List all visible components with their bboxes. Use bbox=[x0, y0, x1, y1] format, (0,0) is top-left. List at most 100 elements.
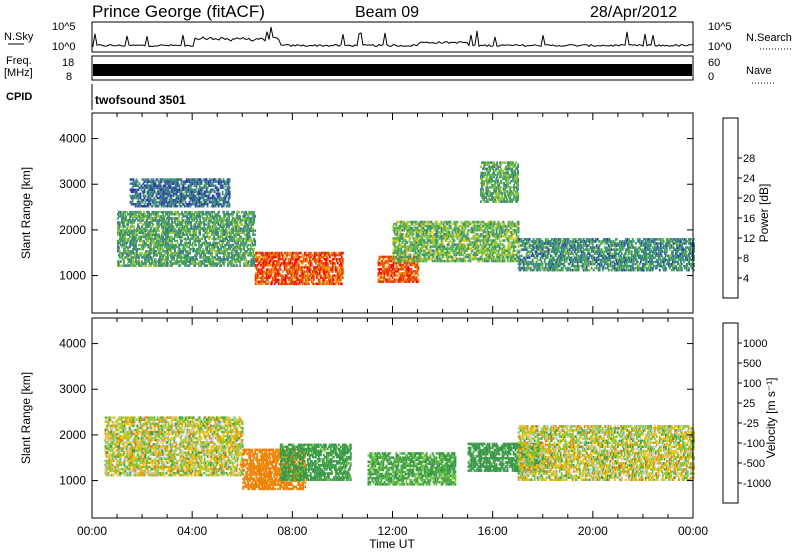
heat-cell-0-0 bbox=[124, 217, 126, 220]
heat-cell-0-0 bbox=[156, 235, 158, 239]
heat-cell-0-0 bbox=[154, 215, 156, 218]
heat-cell-0-0 bbox=[123, 210, 125, 214]
heat-cell-0-1 bbox=[218, 192, 221, 196]
heat-cell-0-0 bbox=[141, 262, 143, 265]
heat-cell-0-0 bbox=[253, 247, 256, 251]
heat-cell-0-0 bbox=[138, 213, 140, 216]
heat-cell-0-0 bbox=[147, 215, 149, 218]
heat-cell-0-0 bbox=[149, 213, 151, 216]
heat-cell-0-0 bbox=[202, 210, 204, 214]
heat-cell-0-0 bbox=[175, 229, 177, 232]
heat-cell-0-0 bbox=[240, 247, 242, 251]
heat-cell-0-0 bbox=[245, 258, 248, 261]
heat-cell-0-0 bbox=[138, 237, 140, 241]
heat-cell-0-0 bbox=[126, 219, 128, 222]
heat-cell-0-0 bbox=[152, 223, 154, 226]
heat-cell-0-2 bbox=[341, 276, 344, 279]
heat-cell-0-0 bbox=[146, 227, 148, 230]
heat-cell-0-0 bbox=[134, 233, 136, 236]
heat-cell-0-2 bbox=[258, 280, 261, 284]
heat-cell-0-1 bbox=[221, 190, 224, 194]
heat-cell-0-1 bbox=[213, 190, 216, 194]
heat-cell-0-3 bbox=[379, 255, 382, 259]
heat-cell-0-0 bbox=[163, 210, 165, 214]
heat-cell-0-0 bbox=[139, 235, 141, 239]
heat-cell-0-0 bbox=[157, 260, 159, 263]
heat-cell-0-0 bbox=[117, 243, 119, 247]
heat-cell-0-0 bbox=[204, 252, 206, 255]
heat-cell-0-0 bbox=[236, 264, 238, 267]
heat-cell-0-0 bbox=[130, 233, 132, 236]
heat-cell-0-0 bbox=[145, 237, 147, 241]
heat-cell-0-4 bbox=[414, 255, 417, 259]
heat-cell-0-0 bbox=[211, 237, 213, 241]
heat-cell-0-0 bbox=[153, 213, 155, 216]
heat-cell-0-0 bbox=[125, 264, 127, 267]
heat-cell-0-0 bbox=[135, 231, 137, 234]
heat-cell-0-0 bbox=[149, 258, 151, 261]
heat-cell-0-0 bbox=[187, 227, 189, 230]
heat-cell-0-0 bbox=[136, 254, 138, 257]
heat-cell-0-0 bbox=[147, 229, 149, 232]
heat-cell-0-0 bbox=[253, 210, 256, 214]
heat-cell-0-0 bbox=[144, 256, 146, 259]
heat-cell-0-0 bbox=[121, 221, 123, 224]
heat-cell-0-0 bbox=[130, 221, 132, 224]
heat-cell-0-0 bbox=[156, 260, 158, 263]
heat-cell-0-0 bbox=[126, 264, 128, 267]
heat-cell-0-0 bbox=[150, 239, 152, 243]
heat-cell-0-0 bbox=[150, 245, 152, 249]
heat-cell-0-0 bbox=[125, 245, 127, 249]
heat-cell-0-0 bbox=[155, 231, 157, 234]
heat-cell-0-0 bbox=[142, 247, 144, 251]
heat-cell-0-1 bbox=[129, 182, 132, 185]
heat-cell-0-0 bbox=[120, 260, 122, 263]
heat-cell-0-0 bbox=[134, 245, 136, 249]
heat-cell-0-0 bbox=[118, 247, 120, 251]
heat-cell-0-0 bbox=[119, 239, 121, 243]
heat-cell-0-0 bbox=[145, 233, 147, 236]
heat-cell-0-0 bbox=[119, 241, 121, 245]
heat-cell-0-0 bbox=[129, 231, 131, 234]
heat-cell-0-0 bbox=[138, 219, 140, 222]
heat-cell-0-0 bbox=[247, 247, 250, 251]
heat-cell-0-0 bbox=[118, 215, 120, 218]
heat-cell-0-4 bbox=[406, 220, 409, 224]
heat-cell-0-0 bbox=[138, 210, 140, 214]
heat-cell-0-0 bbox=[142, 229, 144, 232]
heat-cell-0-0 bbox=[153, 260, 155, 263]
heat-cell-0-0 bbox=[144, 260, 146, 263]
heat-cell-0-0 bbox=[137, 210, 139, 214]
heat-cell-0-0 bbox=[128, 258, 130, 261]
heat-cell-0-0 bbox=[130, 215, 132, 218]
heat-cell-0-0 bbox=[149, 262, 151, 265]
heat-cell-0-0 bbox=[141, 225, 143, 228]
heat-cell-0-0 bbox=[142, 213, 144, 216]
heat-cell-0-0 bbox=[156, 254, 158, 257]
heat-cell-0-0 bbox=[145, 223, 147, 226]
heat-cell-0-0 bbox=[131, 223, 133, 226]
heat-cell-0-0 bbox=[133, 227, 135, 230]
heat-cell-0-0 bbox=[154, 264, 156, 267]
heat-cell-0-0 bbox=[147, 250, 149, 253]
heat-cell-0-0 bbox=[156, 210, 158, 214]
heat-cell-0-0 bbox=[157, 229, 159, 232]
heat-cell-0-0 bbox=[154, 233, 156, 236]
heat-cell-0-0 bbox=[155, 250, 157, 253]
heat-cell-0-0 bbox=[149, 233, 151, 236]
heat-cell-0-0 bbox=[153, 245, 155, 249]
heat-cell-0-1 bbox=[210, 178, 213, 181]
heat-cell-0-0 bbox=[136, 233, 138, 236]
heat-cell-0-0 bbox=[131, 237, 133, 241]
heat-cell-0-0 bbox=[137, 262, 139, 265]
heat-cell-0-0 bbox=[122, 213, 124, 216]
heat-cell-0-0 bbox=[150, 215, 152, 218]
heat-cell-0-0 bbox=[123, 235, 125, 239]
heat-cell-0-0 bbox=[133, 252, 135, 255]
heat-cell-0-2 bbox=[305, 253, 308, 257]
heat-cell-0-0 bbox=[125, 256, 127, 259]
heat-cell-0-0 bbox=[140, 239, 142, 243]
heat-cell-0-1 bbox=[164, 205, 167, 208]
heat-cell-0-0 bbox=[189, 247, 191, 251]
